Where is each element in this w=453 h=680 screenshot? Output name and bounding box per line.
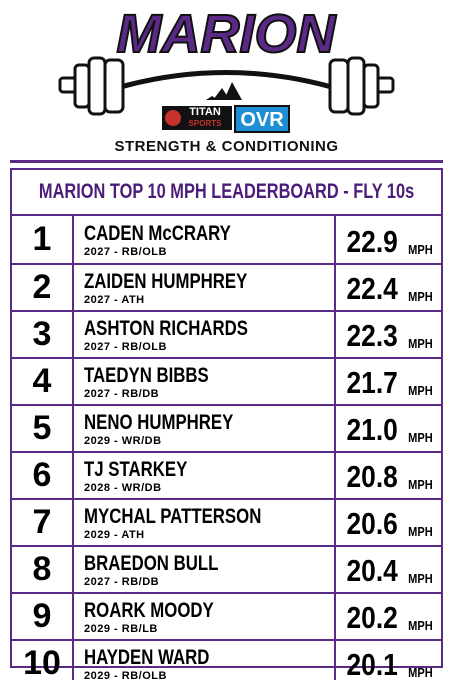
rank: 4 bbox=[12, 359, 74, 404]
table-title-row: MARION TOP 10 MPH LEADERBOARD - FLY 10s bbox=[12, 170, 441, 216]
speed-cell: 21.7 MPH bbox=[336, 359, 441, 404]
row: 9 ROARK MOODY 2029 - RB/LB 20.2 MPH bbox=[12, 592, 441, 639]
row: 4 TAEDYN BIBBS 2027 - RB/DB 21.7 MPH bbox=[12, 357, 441, 404]
unit: MPH bbox=[408, 524, 433, 539]
athlete: HAYDEN WARD 2029 - RB/OLB bbox=[74, 641, 336, 680]
adidas-logo bbox=[206, 82, 242, 100]
rank: 5 bbox=[12, 406, 74, 451]
athlete-name: ASHTON RICHARDS bbox=[84, 316, 248, 340]
speed: 22.9 bbox=[346, 224, 398, 259]
sponsor: OVR bbox=[240, 109, 284, 131]
header: MARION TITAN SPORTS OVR bbox=[58, 3, 395, 133]
ovr-logo bbox=[234, 105, 290, 133]
speed: 22.4 bbox=[346, 271, 398, 306]
rank: 8 bbox=[12, 547, 74, 592]
speed-cell: 21.0 MPH bbox=[336, 406, 441, 451]
athlete-name: ZAIDEN HUMPHREY bbox=[84, 269, 248, 293]
speed: 20.4 bbox=[346, 553, 398, 588]
rank: 10 bbox=[12, 641, 74, 680]
leaderboard: MARION TOP 10 MPH LEADERBOARD - FLY 10s … bbox=[10, 168, 443, 680]
athlete-detail: 2029 - RB/LB bbox=[84, 622, 158, 635]
speed-cell: 22.3 MPH bbox=[336, 312, 441, 357]
speed: 21.7 bbox=[346, 365, 398, 400]
athlete-name: CADEN McCRARY bbox=[84, 221, 231, 245]
unit: MPH bbox=[408, 289, 433, 304]
speed-cell: 20.4 MPH bbox=[336, 547, 441, 592]
row: 8 BRAEDON BULL 2027 - RB/DB 20.4 MPH bbox=[12, 545, 441, 592]
athlete-detail: 2029 - RB/OLB bbox=[84, 669, 167, 680]
speed-cell: 20.6 MPH bbox=[336, 500, 441, 545]
speed: 20.8 bbox=[346, 459, 398, 494]
unit: MPH bbox=[408, 665, 433, 680]
athlete-name: TJ STARKEY bbox=[84, 457, 188, 481]
header-title: MARION bbox=[117, 4, 337, 64]
athlete-name: MYCHAL PATTERSON bbox=[84, 504, 262, 528]
row: 7 MYCHAL PATTERSON 2029 - ATH 20.6 MPH bbox=[12, 498, 441, 545]
athlete-detail: 2029 - ATH bbox=[84, 528, 145, 541]
athlete-detail: 2028 - WR/DB bbox=[84, 481, 162, 494]
rank: 2 bbox=[12, 265, 74, 310]
speed-cell: 22.4 MPH bbox=[336, 265, 441, 310]
table-title: MARION TOP 10 MPH LEADERBOARD - FLY 10s bbox=[38, 180, 415, 203]
athlete: ASHTON RICHARDS 2027 - RB/OLB bbox=[74, 312, 336, 357]
athlete: TAEDYN BIBBS 2027 - RB/DB bbox=[74, 359, 336, 404]
rank: 7 bbox=[12, 500, 74, 545]
athlete-detail: 2029 - WR/DB bbox=[84, 434, 162, 447]
athlete-detail: 2027 - RB/DB bbox=[84, 387, 160, 400]
barbell bbox=[58, 56, 395, 116]
rank: 1 bbox=[12, 216, 74, 263]
row: 10 HAYDEN WARD 2029 - RB/OLB 20.1 MPH bbox=[12, 639, 441, 680]
titan-emblem bbox=[165, 110, 181, 126]
divider bbox=[10, 160, 443, 163]
speed: 21.0 bbox=[346, 412, 398, 447]
athlete: NENO HUMPHREY 2029 - WR/DB bbox=[74, 406, 336, 451]
unit: MPH bbox=[408, 477, 433, 492]
athlete-detail: 2027 - RB/DB bbox=[84, 575, 160, 588]
speed-cell: 20.1 MPH bbox=[336, 641, 441, 680]
athlete: CADEN McCRARY 2027 - RB/OLB bbox=[74, 216, 336, 263]
row: 2 ZAIDEN HUMPHREY 2027 - ATH 22.4 MPH bbox=[12, 263, 441, 310]
row: 6 TJ STARKEY 2028 - WR/DB 20.8 MPH bbox=[12, 451, 441, 498]
unit: MPH bbox=[408, 336, 433, 351]
athlete-name: ROARK MOODY bbox=[84, 598, 214, 622]
unit: MPH bbox=[408, 242, 433, 257]
row: 5 NENO HUMPHREY 2029 - WR/DB 21.0 MPH bbox=[12, 404, 441, 451]
athlete-name: HAYDEN WARD bbox=[84, 645, 210, 669]
sponsor: TITAN bbox=[189, 106, 221, 118]
athlete-name: TAEDYN BIBBS bbox=[84, 363, 209, 387]
athlete-name: BRAEDON BULL bbox=[84, 551, 219, 575]
speed: 20.6 bbox=[346, 506, 398, 541]
rank: 6 bbox=[12, 453, 74, 498]
subtitle: STRENGTH & CONDITIONING bbox=[114, 138, 339, 155]
row: 1 CADEN McCRARY 2027 - RB/OLB 22.9 MPH bbox=[12, 216, 441, 263]
speed-cell: 22.9 MPH bbox=[336, 216, 441, 263]
athlete-detail: 2027 - RB/OLB bbox=[84, 245, 167, 258]
athlete: MYCHAL PATTERSON 2029 - ATH bbox=[74, 500, 336, 545]
rows: 1 CADEN McCRARY 2027 - RB/OLB 22.9 MPH 2 ZAIDE… bbox=[12, 216, 441, 680]
rank: 9 bbox=[12, 594, 74, 639]
unit: MPH bbox=[408, 618, 433, 633]
athlete-name: NENO HUMPHREY bbox=[84, 410, 234, 434]
speed: 20.2 bbox=[346, 600, 398, 635]
unit: MPH bbox=[408, 383, 433, 398]
speed-cell: 20.2 MPH bbox=[336, 594, 441, 639]
athlete: ROARK MOODY 2029 - RB/LB bbox=[74, 594, 336, 639]
row: 3 ASHTON RICHARDS 2027 - RB/OLB 22.3 MPH bbox=[12, 310, 441, 357]
unit: MPH bbox=[408, 571, 433, 586]
rank: 3 bbox=[12, 312, 74, 357]
unit: MPH bbox=[408, 430, 433, 445]
speed: 22.3 bbox=[346, 318, 398, 353]
speed: 20.1 bbox=[346, 647, 398, 680]
athlete-detail: 2027 - ATH bbox=[84, 293, 145, 306]
athlete-detail: 2027 - RB/OLB bbox=[84, 340, 167, 353]
sponsor: SPORTS bbox=[189, 119, 223, 128]
athlete: TJ STARKEY 2028 - WR/DB bbox=[74, 453, 336, 498]
athlete: ZAIDEN HUMPHREY 2027 - ATH bbox=[74, 265, 336, 310]
athlete: BRAEDON BULL 2027 - RB/DB bbox=[74, 547, 336, 592]
speed-cell: 20.8 MPH bbox=[336, 453, 441, 498]
